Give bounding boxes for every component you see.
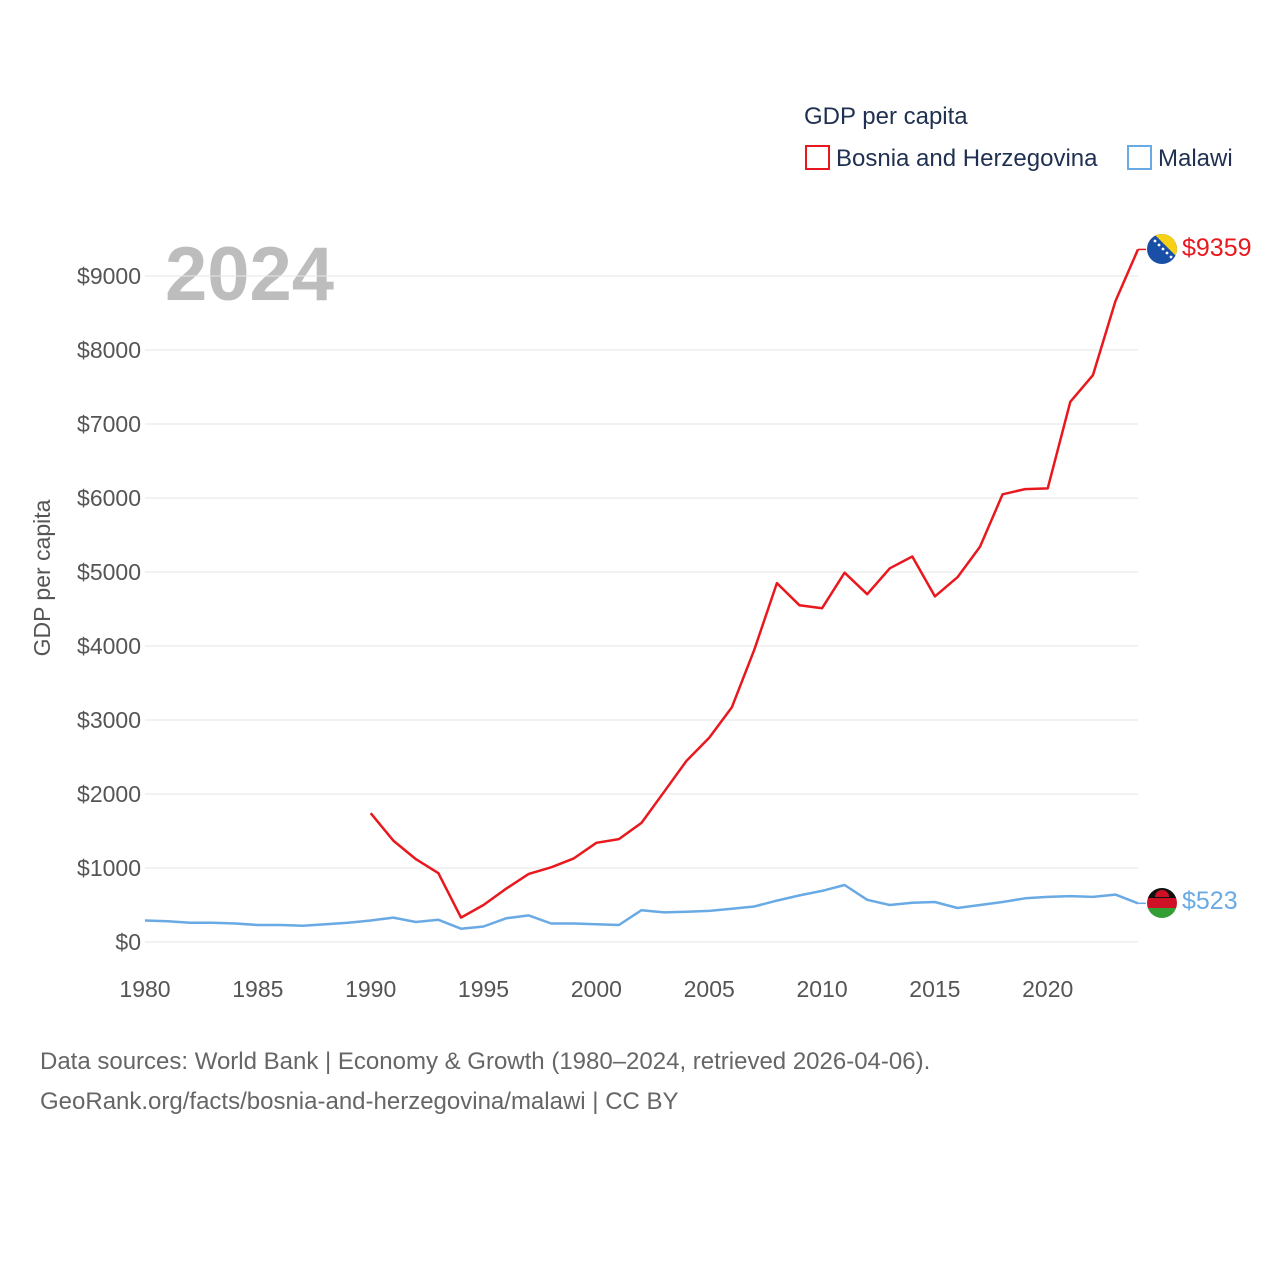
y-tick-label: $9000 (77, 263, 141, 289)
y-tick-label: $6000 (77, 485, 141, 511)
x-tick-label: 2005 (684, 976, 735, 1002)
current-year-label: 2024 (165, 232, 334, 317)
y-tick-label: $2000 (77, 781, 141, 807)
y-tick-label: $7000 (77, 411, 141, 437)
legend-label-bosnia: Bosnia and Herzegovina (836, 145, 1098, 172)
legend-item-malawi[interactable]: Malawi (1127, 145, 1233, 172)
footer-sources: Data sources: World Bank | Economy & Gro… (40, 1042, 930, 1122)
y-tick-label: $1000 (77, 855, 141, 881)
x-tick-label: 1980 (119, 976, 170, 1002)
x-tick-label: 2020 (1022, 976, 1073, 1002)
x-tick-label: 2000 (571, 976, 622, 1002)
x-tick-label: 2010 (796, 976, 847, 1002)
legend-swatch-malawi (1127, 145, 1152, 170)
legend-swatch-bosnia (805, 145, 830, 170)
series-lines (144, 248, 1146, 930)
x-tick-label: 1995 (458, 976, 509, 1002)
y-axis-label: GDP per capita (29, 499, 55, 656)
bosnia-end-value: $9359 (1182, 234, 1252, 262)
y-tick-label: $5000 (77, 559, 141, 585)
x-axis-ticks: 1980 1985 1990 1995 2000 2005 2010 2015 2020 (119, 976, 1073, 1002)
y-tick-label: $3000 (77, 707, 141, 733)
footer-line-sources: Data sources: World Bank | Economy & Gro… (40, 1048, 931, 1075)
y-tick-label: $0 (115, 929, 141, 955)
malawi-flag-icon (1147, 888, 1177, 918)
x-tick-label: 1985 (232, 976, 283, 1002)
legend-title: GDP per capita (804, 103, 968, 130)
footer-line-url: GeoRank.org/facts/bosnia-and-herzegovina… (40, 1088, 679, 1115)
x-tick-label: 2015 (909, 976, 960, 1002)
y-tick-label: $8000 (77, 337, 141, 363)
legend-label-malawi: Malawi (1158, 145, 1233, 172)
legend-item-bosnia[interactable]: Bosnia and Herzegovina (805, 145, 1098, 172)
x-tick-label: 1990 (345, 976, 396, 1002)
bosnia-flag-icon (1147, 234, 1177, 264)
series-line-bosnia (369, 248, 1140, 919)
grid-lines (145, 275, 1138, 943)
malawi-end-value: $523 (1182, 887, 1238, 915)
series-line-malawi (144, 883, 1139, 930)
y-axis-ticks: $0 $1000 $2000 $3000 $4000 $5000 $6000 $7000 $80… (77, 263, 141, 955)
y-tick-label: $4000 (77, 633, 141, 659)
